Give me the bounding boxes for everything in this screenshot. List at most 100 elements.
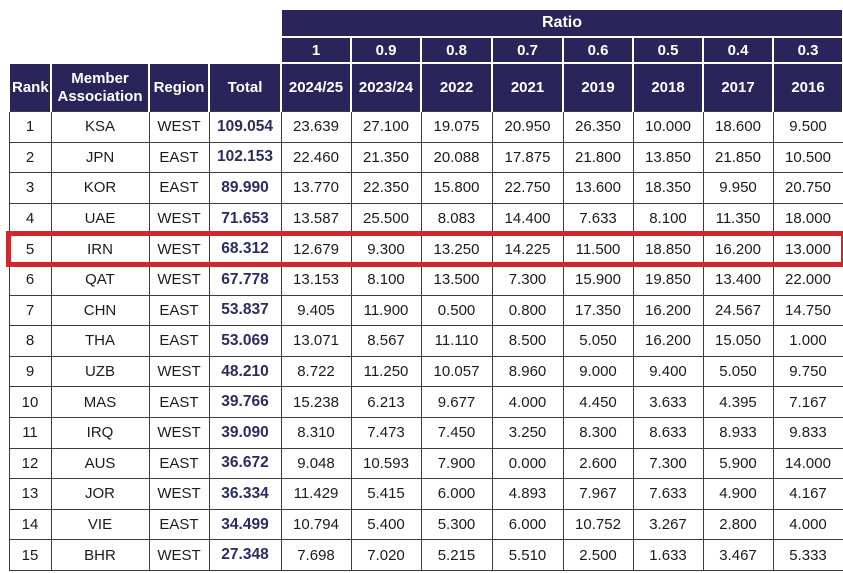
table-row: 4 UAE WEST 71.653 13.587 25.500 8.083 14.400 7.6…: [8, 202, 843, 235]
value-cell: 16.200: [632, 325, 704, 357]
value-cell: 8.960: [491, 355, 564, 388]
ratio-values-row: 1 0.9 0.8 0.7 0.6 0.5 0.4 0.3: [9, 36, 843, 64]
value-cell: 17.875: [491, 141, 564, 174]
table-row: 8 THA EAST 53.069 13.071 8.567 11.110 8.500 5.05…: [8, 325, 843, 357]
rank-cell: 5: [8, 233, 52, 265]
value-cell: 9.000: [562, 355, 634, 388]
value-cell: 11.500: [562, 233, 634, 265]
total-cell: 53.069: [208, 325, 282, 357]
region-cell: WEST: [148, 263, 210, 296]
value-cell: 13.400: [702, 263, 774, 296]
col-header-rank: Rank: [8, 62, 52, 112]
value-cell: 22.350: [350, 172, 422, 204]
region-cell: EAST: [148, 386, 210, 418]
rank-cell: 6: [8, 263, 52, 296]
value-cell: 15.900: [562, 263, 634, 296]
region-cell: EAST: [148, 447, 210, 480]
value-cell: 9.750: [772, 355, 843, 388]
value-cell: 11.429: [280, 478, 352, 510]
region-cell: WEST: [148, 202, 210, 235]
table-body: 1 KSA WEST 109.054 23.639 27.100 19.075 20.950 2…: [6, 111, 843, 571]
total-cell: 48.210: [208, 355, 282, 388]
value-cell: 10.000: [632, 111, 704, 143]
ratio-banner-row: Ratio: [9, 8, 843, 38]
value-cell: 10.593: [350, 447, 422, 480]
value-cell: 2.500: [562, 539, 634, 571]
col-header-year: 2021: [491, 62, 564, 112]
value-cell: 12.679: [280, 233, 352, 265]
value-cell: 8.083: [420, 202, 493, 235]
table-row: 12 AUS EAST 36.672 9.048 10.593 7.900 0.000 2.60…: [8, 447, 843, 480]
value-cell: 9.405: [280, 294, 352, 327]
value-cell: 5.900: [702, 447, 774, 480]
region-cell: EAST: [148, 141, 210, 174]
ratio-value-header: 0.6: [562, 36, 634, 64]
region-cell: EAST: [148, 508, 210, 541]
association-cell: QAT: [50, 263, 150, 296]
table-row: 9 UZB WEST 48.210 8.722 11.250 10.057 8.960 9.00…: [8, 355, 843, 388]
value-cell: 15.800: [420, 172, 493, 204]
value-cell: 10.794: [280, 508, 352, 541]
value-cell: 22.460: [280, 141, 352, 174]
table-row: 10 MAS EAST 39.766 15.238 6.213 9.677 4.000 4.45…: [8, 386, 843, 418]
blank-corner: [9, 9, 281, 37]
table-row: 13 JOR WEST 36.334 11.429 5.415 6.000 4.893 7.96…: [8, 478, 843, 510]
value-cell: 27.100: [350, 111, 422, 143]
rank-cell: 7: [8, 294, 52, 327]
value-cell: 16.200: [632, 294, 704, 327]
value-cell: 2.800: [702, 508, 774, 541]
table-row: 3 KOR EAST 89.990 13.770 22.350 15.800 22.750 13…: [8, 172, 843, 204]
value-cell: 0.000: [491, 447, 564, 480]
column-header-row: Rank Member Association Region Total 202…: [8, 62, 843, 112]
value-cell: 13.000: [772, 233, 843, 265]
table-row: 11 IRQ WEST 39.090 8.310 7.473 7.450 3.250 8.300…: [8, 416, 843, 449]
value-cell: 13.850: [632, 141, 704, 174]
value-cell: 13.153: [280, 263, 352, 296]
value-cell: 9.950: [702, 172, 774, 204]
value-cell: 22.000: [772, 263, 843, 296]
value-cell: 5.510: [491, 539, 564, 571]
value-cell: 7.450: [420, 416, 493, 449]
rank-cell: 11: [8, 416, 52, 449]
ratio-value-header: 0.8: [420, 36, 493, 64]
value-cell: 20.088: [420, 141, 493, 174]
association-cell: UAE: [50, 202, 150, 235]
value-cell: 14.750: [772, 294, 843, 327]
value-cell: 9.833: [772, 416, 843, 449]
total-cell: 67.778: [208, 263, 282, 296]
rank-cell: 9: [8, 355, 52, 388]
value-cell: 8.100: [350, 263, 422, 296]
value-cell: 6.000: [420, 478, 493, 510]
rank-cell: 15: [8, 539, 52, 571]
value-cell: 0.500: [420, 294, 493, 327]
association-cell: KOR: [50, 172, 150, 204]
table-row: 5 IRN WEST 68.312 12.679 9.300 13.250 14.225 11.…: [6, 230, 843, 268]
value-cell: 6.213: [350, 386, 422, 418]
value-cell: 5.415: [350, 478, 422, 510]
value-cell: 15.050: [702, 325, 774, 357]
association-cell: CHN: [50, 294, 150, 327]
ranking-table: Ratio 1 0.9 0.8 0.7 0.6 0.5 0.4 0.3 Rank…: [6, 8, 843, 571]
region-cell: WEST: [148, 478, 210, 510]
col-header-year: 2018: [632, 62, 704, 112]
value-cell: 15.238: [280, 386, 352, 418]
association-cell: AUS: [50, 447, 150, 480]
value-cell: 20.750: [772, 172, 843, 204]
value-cell: 4.893: [491, 478, 564, 510]
value-cell: 8.300: [562, 416, 634, 449]
value-cell: 1.000: [772, 325, 843, 357]
value-cell: 21.850: [702, 141, 774, 174]
value-cell: 4.900: [702, 478, 774, 510]
total-cell: 27.348: [208, 539, 282, 571]
total-cell: 39.090: [208, 416, 282, 449]
value-cell: 9.400: [632, 355, 704, 388]
value-cell: 3.633: [632, 386, 704, 418]
col-header-year: 2019: [562, 62, 634, 112]
total-cell: 39.766: [208, 386, 282, 418]
value-cell: 4.450: [562, 386, 634, 418]
value-cell: 11.900: [350, 294, 422, 327]
association-cell: THA: [50, 325, 150, 357]
rank-cell: 2: [8, 141, 52, 174]
value-cell: 11.250: [350, 355, 422, 388]
